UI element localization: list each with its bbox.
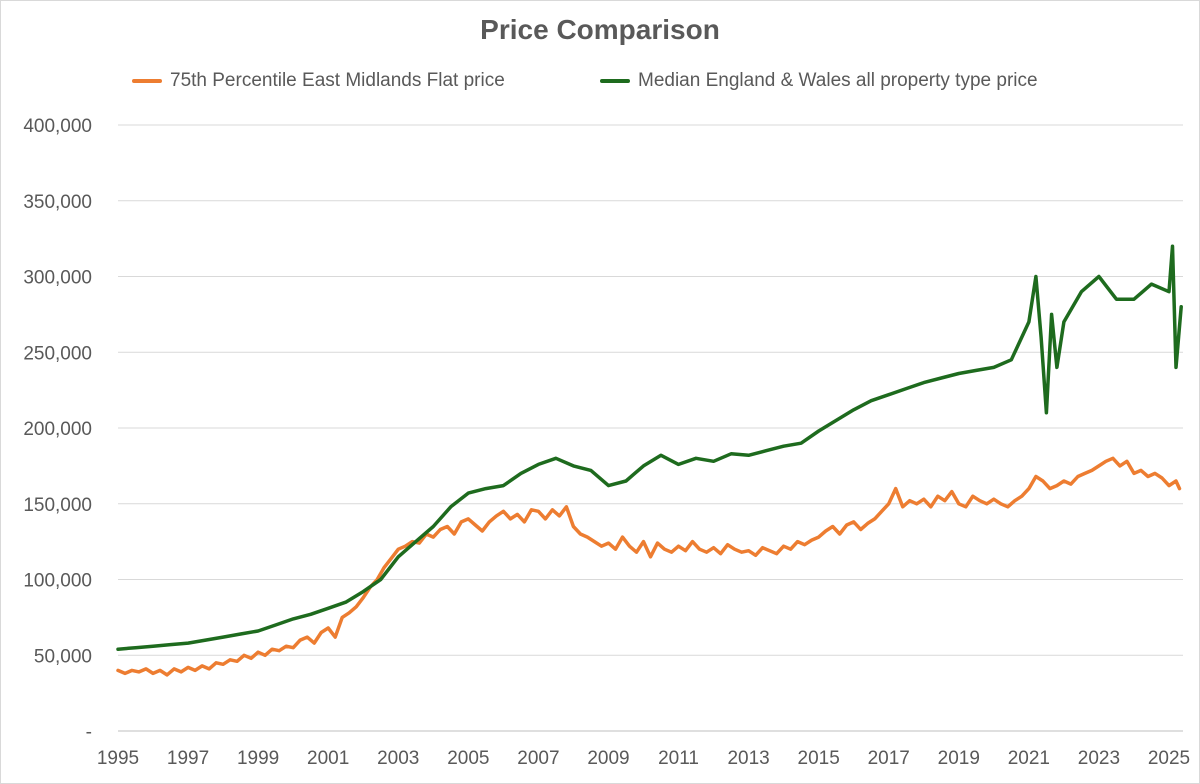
x-tick-label: 1995: [97, 748, 139, 769]
x-tick-label: 2013: [727, 748, 769, 769]
x-tick-label: 2007: [517, 748, 559, 769]
x-tick-label: 1999: [237, 748, 279, 769]
x-tick-label: 1997: [167, 748, 209, 769]
y-tick-label: -: [86, 722, 92, 743]
legend-swatch-orange: [132, 79, 162, 83]
x-tick-label: 2021: [1008, 748, 1050, 769]
legend-label-england-wales: Median England & Wales all property type…: [638, 70, 1038, 91]
legend-item-east-midlands: 75th Percentile East Midlands Flat price: [132, 70, 505, 92]
legend-swatch-green: [600, 79, 630, 83]
legend-item-england-wales: Median England & Wales all property type…: [600, 70, 1038, 92]
y-tick-label: 100,000: [23, 571, 92, 592]
series-line-east-midlands: [116, 456, 1182, 677]
y-tick-label: 50,000: [34, 646, 92, 667]
x-tick-label: 2017: [868, 748, 910, 769]
x-tick-label: 2009: [587, 748, 629, 769]
y-tick-label: 300,000: [23, 268, 92, 289]
x-tick-label: 2005: [447, 748, 489, 769]
legend-label-east-midlands: 75th Percentile East Midlands Flat price: [170, 70, 505, 91]
x-tick-label: 2019: [938, 748, 980, 769]
x-tick-label: 2011: [658, 748, 699, 769]
x-tick-label: 2003: [377, 748, 419, 769]
chart-title: Price Comparison: [480, 14, 720, 45]
x-tick-label: 2025: [1148, 748, 1190, 769]
y-tick-label: 200,000: [23, 419, 92, 440]
x-tick-label: 2015: [798, 748, 840, 769]
legend: 75th Percentile East Midlands Flat price…: [0, 70, 1200, 96]
y-tick-label: 150,000: [23, 495, 92, 516]
y-tick-label: 250,000: [23, 343, 92, 364]
x-tick-label: 2023: [1078, 748, 1120, 769]
y-tick-label: 400,000: [23, 116, 92, 137]
x-tick-label: 2001: [307, 748, 349, 769]
y-tick-label: 350,000: [23, 192, 92, 213]
series-line-england-wales: [116, 244, 1183, 651]
